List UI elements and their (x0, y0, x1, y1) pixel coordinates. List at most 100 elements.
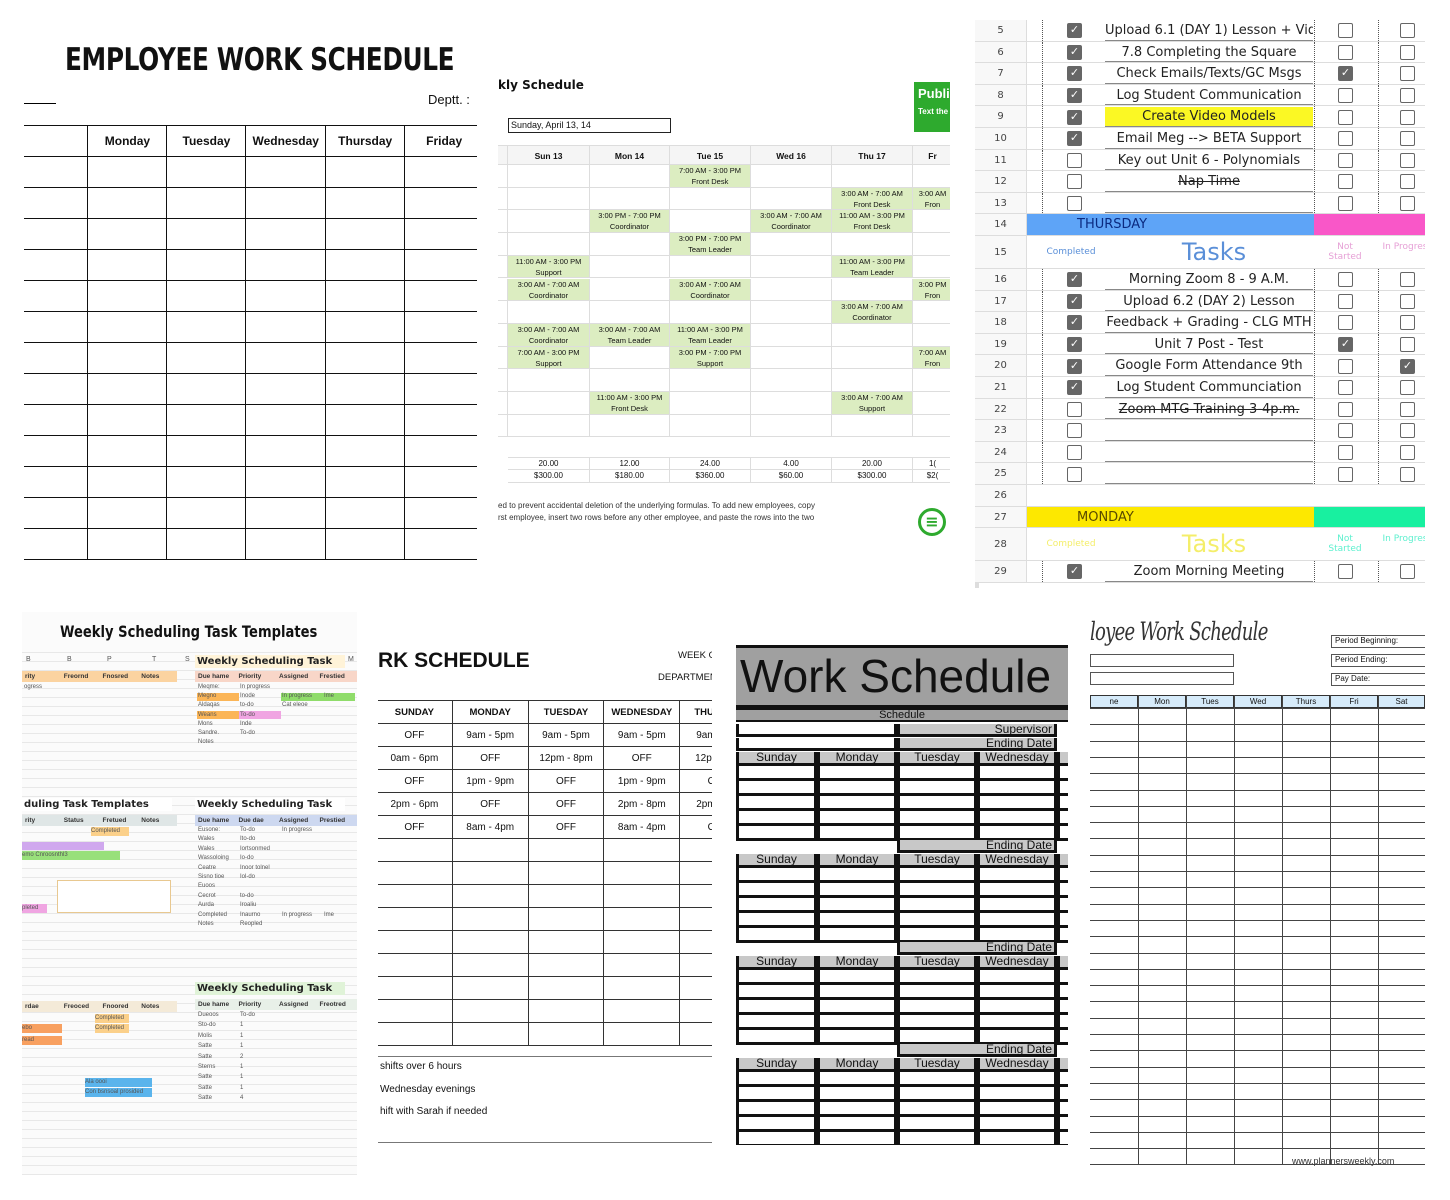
shift-cell[interactable] (603, 930, 681, 954)
shift-cell[interactable] (451, 861, 529, 885)
schedule-cell[interactable] (977, 781, 1057, 796)
empty-cell[interactable] (590, 187, 670, 211)
day-header[interactable] (1057, 752, 1068, 766)
empty-cell[interactable] (913, 256, 950, 279)
period-ending-field[interactable]: Period Ending: (1331, 654, 1425, 667)
empty-cell[interactable] (590, 278, 670, 302)
empty-cell[interactable] (832, 278, 913, 302)
task-text[interactable]: Feedback + Grading - CLG MTH (1105, 313, 1313, 333)
schedule-cell[interactable] (977, 883, 1057, 898)
completed-checkbox[interactable]: ✓ (1067, 564, 1082, 580)
dept-field[interactable] (1090, 672, 1234, 685)
empty-cell[interactable] (751, 233, 832, 256)
shift-cell[interactable]: 9am - 5pm (451, 723, 529, 747)
shift-cell[interactable]: OFF (527, 792, 605, 816)
empty-cell[interactable] (670, 187, 751, 211)
schedule-cell[interactable] (1057, 766, 1068, 781)
shift-cell[interactable]: 12pm - 8p (679, 746, 712, 770)
in-progress-checkbox[interactable] (1400, 272, 1415, 288)
schedule-cell[interactable] (166, 435, 247, 467)
in-progress-checkbox[interactable] (1400, 380, 1415, 396)
shift-cell[interactable]: OFF (451, 746, 529, 770)
shift-cell[interactable]: 7:00 AM - 3:00 PM Front Desk (670, 165, 751, 188)
shift-cell[interactable]: 3:00 AM - 7:00 AM Team Leader (590, 323, 670, 347)
shift-cell[interactable]: 3:00 AM - 7:00 AM Front Desk (832, 187, 913, 211)
empty-cell[interactable] (508, 165, 590, 188)
schedule-cell[interactable] (1057, 1102, 1068, 1117)
in-progress-checkbox[interactable] (1400, 44, 1415, 60)
schedule-cell[interactable] (166, 218, 247, 250)
schedule-cell[interactable] (897, 898, 977, 913)
task-text[interactable] (1105, 421, 1313, 441)
schedule-cell[interactable] (245, 249, 327, 281)
shift-cell[interactable] (451, 838, 529, 862)
task-text[interactable]: 7.8 Completing the Square (1105, 43, 1313, 63)
schedule-cell[interactable] (404, 466, 477, 498)
empty-cell[interactable] (508, 392, 590, 415)
shift-cell[interactable] (527, 907, 605, 931)
shift-cell[interactable]: 12pm - 8pm (527, 746, 605, 770)
shift-cell[interactable] (679, 976, 712, 1000)
shift-cell[interactable]: 3:00 PM - 7:00 PM Support (670, 346, 751, 370)
empty-cell[interactable] (670, 392, 751, 415)
schedule-cell[interactable] (1057, 811, 1068, 826)
shift-cell[interactable] (603, 861, 681, 885)
shift-cell[interactable]: 1pm - 9pm (451, 769, 529, 793)
shift-cell[interactable] (378, 930, 453, 954)
schedule-cell[interactable] (817, 883, 897, 898)
shift-cell[interactable]: 3:00 AM Fron (913, 187, 950, 211)
shift-cell[interactable] (378, 907, 453, 931)
shift-cell[interactable]: 8am - 4pm (451, 815, 529, 839)
schedule-cell[interactable] (325, 311, 406, 343)
schedule-cell[interactable] (87, 497, 168, 529)
empty-cell[interactable] (832, 165, 913, 188)
task-text[interactable]: Key out Unit 6 - Polynomials (1105, 151, 1313, 171)
schedule-cell[interactable] (325, 249, 406, 281)
shift-cell[interactable]: 9am - 5pm (603, 723, 681, 747)
empty-cell[interactable] (751, 278, 832, 302)
schedule-cell[interactable] (897, 1072, 977, 1087)
schedule-cell[interactable] (245, 156, 327, 188)
schedule-cell[interactable] (24, 497, 89, 529)
schedule-cell[interactable] (404, 435, 477, 467)
schedule-cell[interactable] (404, 187, 477, 219)
empty-cell[interactable] (670, 414, 751, 438)
schedule-cell[interactable] (736, 1030, 817, 1045)
supervisor-name-field[interactable] (736, 724, 897, 737)
not-started-checkbox[interactable] (1338, 152, 1353, 168)
schedule-cell[interactable] (1057, 970, 1068, 985)
task-text[interactable] (1105, 443, 1313, 463)
shift-cell[interactable] (527, 930, 605, 954)
empty-cell[interactable] (590, 165, 670, 188)
week-date-input[interactable]: Sunday, April 13, 14 (508, 118, 671, 133)
shift-cell[interactable] (378, 953, 453, 977)
schedule-cell[interactable] (817, 781, 897, 796)
schedule-cell[interactable] (897, 781, 977, 796)
shift-cell[interactable]: 3:00 AM - 7:00 AM Coordinator (508, 278, 590, 302)
schedule-cell[interactable] (817, 985, 897, 1000)
schedule-cell[interactable] (166, 373, 247, 405)
empty-cell[interactable] (751, 414, 832, 438)
schedule-cell[interactable] (245, 342, 327, 374)
schedule-cell[interactable] (87, 342, 168, 374)
task-text[interactable] (1105, 194, 1313, 214)
empty-cell[interactable] (832, 346, 913, 370)
not-started-checkbox[interactable] (1338, 44, 1353, 60)
in-progress-checkbox[interactable] (1400, 445, 1415, 461)
in-progress-checkbox[interactable] (1400, 315, 1415, 331)
schedule-cell[interactable] (404, 280, 477, 312)
in-progress-checkbox[interactable] (1400, 66, 1415, 82)
schedule-cell[interactable] (977, 1015, 1057, 1030)
completed-checkbox[interactable]: ✓ (1067, 315, 1082, 331)
schedule-cell[interactable] (87, 404, 168, 436)
schedule-cell[interactable] (87, 311, 168, 343)
schedule-cell[interactable] (736, 781, 817, 796)
schedule-cell[interactable] (736, 826, 817, 841)
empty-cell[interactable] (913, 165, 950, 188)
schedule-cell[interactable] (404, 311, 477, 343)
schedule-cell[interactable] (325, 404, 406, 436)
schedule-cell[interactable] (897, 985, 977, 1000)
schedule-cell[interactable] (325, 342, 406, 374)
schedule-cell[interactable] (1057, 1117, 1068, 1132)
in-progress-checkbox[interactable] (1400, 293, 1415, 309)
